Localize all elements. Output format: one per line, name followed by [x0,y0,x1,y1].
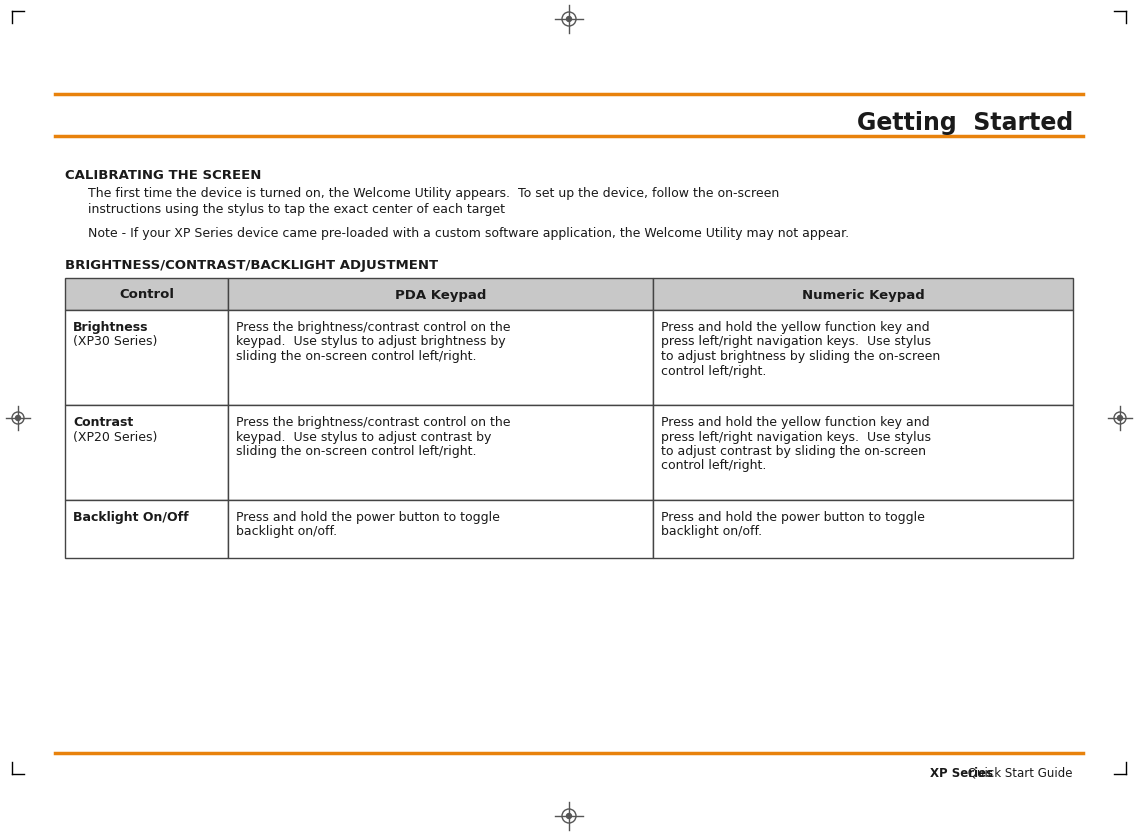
Text: backlight on/off.: backlight on/off. [236,525,337,538]
Bar [65,501,228,558]
Circle shape [1118,416,1122,421]
Text: keypad.  Use stylus to adjust contrast by: keypad. Use stylus to adjust contrast by [236,430,492,443]
Text: keypad.  Use stylus to adjust brightness by: keypad. Use stylus to adjust brightness … [236,335,505,348]
Bar [228,501,653,558]
Text: press left/right navigation keys.  Use stylus: press left/right navigation keys. Use st… [661,430,931,443]
Text: to adjust contrast by sliding the on-screen: to adjust contrast by sliding the on-scr… [661,445,926,457]
Text: Press and hold the yellow function key and: Press and hold the yellow function key a… [661,415,930,429]
Text: XP Series: XP Series [930,766,993,779]
Text: Numeric Keypad: Numeric Keypad [801,288,924,301]
Bar [228,311,653,405]
Text: (XP30 Series): (XP30 Series) [73,335,157,348]
Circle shape [567,813,571,818]
Text: Press the brightness/contrast control on the: Press the brightness/contrast control on… [236,321,511,334]
Text: to adjust brightness by sliding the on-screen: to adjust brightness by sliding the on-s… [661,349,940,363]
Text: Backlight On/Off: Backlight On/Off [73,511,189,523]
Text: Contrast: Contrast [73,415,133,429]
Text: Getting  Started: Getting Started [857,111,1073,135]
Bar [653,501,1073,558]
Bar [653,278,1073,311]
Text: Press the brightness/contrast control on the: Press the brightness/contrast control on… [236,415,511,429]
Bar [65,278,228,311]
Text: BRIGHTNESS/CONTRAST/BACKLIGHT ADJUSTMENT: BRIGHTNESS/CONTRAST/BACKLIGHT ADJUSTMENT [65,258,438,272]
Text: Control: Control [119,288,174,301]
Bar [65,405,228,501]
Text: PDA Keypad: PDA Keypad [395,288,486,301]
Circle shape [567,18,571,23]
Text: Press and hold the power button to toggle: Press and hold the power button to toggl… [236,511,500,523]
Bar [228,405,653,501]
Bar [228,278,653,311]
Text: backlight on/off.: backlight on/off. [661,525,762,538]
Text: instructions using the stylus to tap the exact center of each target: instructions using the stylus to tap the… [88,203,505,216]
Text: Quick Start Guide: Quick Start Guide [965,766,1073,779]
Bar [65,311,228,405]
Text: sliding the on-screen control left/right.: sliding the on-screen control left/right… [236,445,477,457]
Text: (XP20 Series): (XP20 Series) [73,430,157,443]
Bar [653,405,1073,501]
Bar [653,311,1073,405]
Text: control left/right.: control left/right. [661,364,766,377]
Text: sliding the on-screen control left/right.: sliding the on-screen control left/right… [236,349,477,363]
Text: control left/right.: control left/right. [661,459,766,472]
Text: The first time the device is turned on, the Welcome Utility appears.  To set up : The first time the device is turned on, … [88,186,780,200]
Text: Note - If your XP Series device came pre-loaded with a custom software applicati: Note - If your XP Series device came pre… [88,227,849,240]
Circle shape [16,416,20,421]
Text: CALIBRATING THE SCREEN: CALIBRATING THE SCREEN [65,169,262,181]
Text: Press and hold the power button to toggle: Press and hold the power button to toggl… [661,511,925,523]
Text: press left/right navigation keys.  Use stylus: press left/right navigation keys. Use st… [661,335,931,348]
Text: Brightness: Brightness [73,321,148,334]
Text: Press and hold the yellow function key and: Press and hold the yellow function key a… [661,321,930,334]
